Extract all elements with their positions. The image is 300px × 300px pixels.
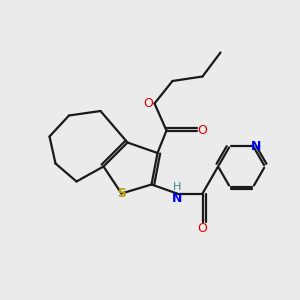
Text: O: O xyxy=(198,222,207,235)
Text: N: N xyxy=(172,192,182,206)
Text: O: O xyxy=(197,124,207,137)
Text: N: N xyxy=(251,140,261,153)
Text: S: S xyxy=(117,187,126,200)
Text: H: H xyxy=(173,182,181,193)
Text: O: O xyxy=(143,97,153,110)
